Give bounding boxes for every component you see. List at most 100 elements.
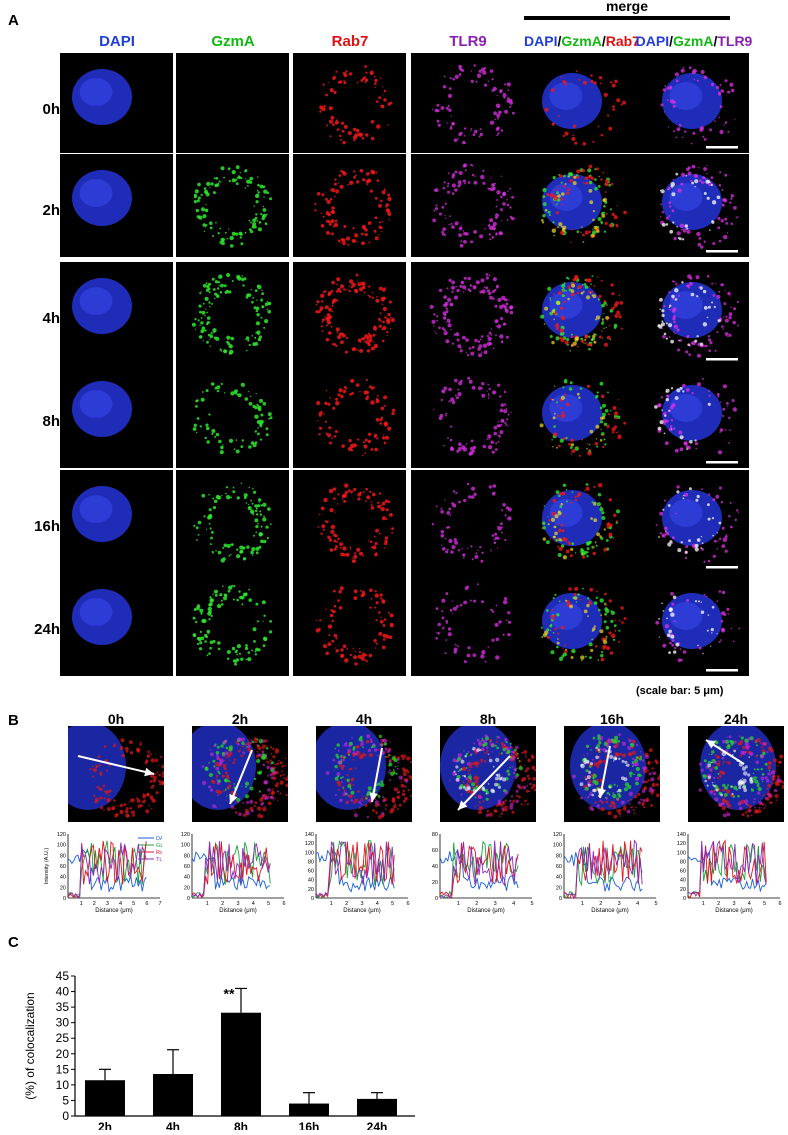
arrow-head xyxy=(369,792,378,802)
zoom-title-0h: 0h xyxy=(107,711,125,727)
y-tick-label: 20 xyxy=(308,887,314,893)
y-tick-label: 100 xyxy=(677,850,686,856)
y-tick-label: 80 xyxy=(60,853,66,859)
x-tick-label-4h: 4h xyxy=(166,1120,180,1130)
merge-title: merge xyxy=(605,0,649,14)
y-tick-label: 30 xyxy=(56,1016,70,1030)
x-tick-label: 4 xyxy=(512,901,515,907)
row-label-0h: 0h xyxy=(42,101,60,118)
colocalization-bar-chart: 0 5 10 15 20 25 30 35 40 45 (%) of colocalization 2… xyxy=(20,950,420,1135)
y-axis-label: (%) of colocalization xyxy=(23,992,37,1099)
y-tick-label: 40 xyxy=(60,875,66,881)
profile-line-dapi xyxy=(191,851,271,891)
micrograph-16h-rab7 xyxy=(293,470,406,573)
zoom-title-16h: 16h xyxy=(599,711,625,727)
column-header-tlr9: TLR9 xyxy=(449,33,487,50)
micrograph-4h-merge-rab7 xyxy=(524,262,637,365)
micrograph-16h-merge-rab7 xyxy=(524,470,637,573)
y-tick-label: 80 xyxy=(308,859,314,865)
y-tick-label: 15 xyxy=(56,1062,70,1076)
micrograph-2h-merge-tlr9 xyxy=(636,154,749,257)
x-tick-label-2h: 2h xyxy=(98,1120,112,1130)
y-tick-label: 120 xyxy=(181,832,190,838)
y-tick-label: 40 xyxy=(56,985,70,999)
zoom-image-2h xyxy=(192,726,288,822)
row-label-2h: 2h xyxy=(42,202,60,219)
x-axis-label: Distance (μm) xyxy=(591,908,628,914)
y-tick-label: 20 xyxy=(680,887,686,893)
y-tick-label: 140 xyxy=(305,832,314,838)
zoom-title-2h: 2h xyxy=(231,711,249,727)
bar-4h xyxy=(153,1074,193,1116)
y-tick-label: 40 xyxy=(308,878,314,884)
x-tick-label: 2 xyxy=(599,901,602,907)
profile-arrow xyxy=(371,747,383,803)
y-tick-label: 60 xyxy=(60,864,66,870)
y-tick-label: 20 xyxy=(432,880,438,886)
y-tick-label: 140 xyxy=(677,832,686,838)
x-tick-label: 5 xyxy=(132,901,135,907)
y-tick-label: 60 xyxy=(184,864,190,870)
intensity-profile-0h: 0 20 40 60 80 100 120 1 2 3 4 5 6 7 Distance (μm) Inten… xyxy=(38,818,172,919)
x-tick-label: 1 xyxy=(581,901,584,907)
y-tick-label: 5 xyxy=(62,1093,69,1107)
zoom-image-4h xyxy=(316,726,412,822)
column-header-rab7: Rab7 xyxy=(331,33,369,50)
x-tick-label: 4 xyxy=(252,901,255,907)
scale-bar xyxy=(706,566,738,569)
x-tick-label: 1 xyxy=(330,901,333,907)
micrograph-8h-merge-rab7 xyxy=(524,365,637,468)
y-tick-label: 80 xyxy=(680,859,686,865)
profile-line-rab7 xyxy=(191,841,271,899)
x-tick-label: 2 xyxy=(717,901,720,907)
micrograph-0h-rab7 xyxy=(293,53,406,153)
column-header-gzma: GzmA xyxy=(211,33,255,50)
y-tick-label: 20 xyxy=(60,885,66,891)
micrograph-0h-dapi xyxy=(60,53,173,153)
bar-8h xyxy=(221,1012,261,1116)
row-label-4h: 4h xyxy=(42,310,60,327)
micrograph-4h-gzma xyxy=(176,262,289,365)
x-tick-label: 1 xyxy=(457,901,460,907)
x-tick-label: 4 xyxy=(376,901,379,907)
row-label-8h: 8h xyxy=(42,413,60,430)
bar-2h xyxy=(85,1080,125,1116)
y-tick-label: 100 xyxy=(181,843,190,849)
column-header-dapi: DAPI xyxy=(99,33,135,50)
x-tick-label: 3 xyxy=(106,901,109,907)
intensity-profile-24h: 0 20 40 60 80 100 120 140 1 2 3 4 5 6 Distance (μm) xyxy=(658,818,782,919)
arrow-head xyxy=(229,794,238,804)
x-tick-label: 6 xyxy=(406,901,409,907)
y-tick-label: 0 xyxy=(311,896,314,902)
y-tick-label: 40 xyxy=(680,878,686,884)
y-tick-label: 25 xyxy=(56,1031,70,1045)
y-tick-label: 0 xyxy=(63,896,66,902)
x-tick-label: 1 xyxy=(206,901,209,907)
y-tick-label: 100 xyxy=(305,850,314,856)
x-tick-label: 3 xyxy=(494,901,497,907)
scale-bar xyxy=(706,250,738,253)
x-tick-label: 3 xyxy=(732,901,735,907)
y-tick-label: 100 xyxy=(57,843,66,849)
bar-24h xyxy=(357,1098,397,1116)
micrograph-24h-rab7 xyxy=(293,573,406,676)
y-tick-label: 0 xyxy=(559,896,562,902)
profile-line-tlr9 xyxy=(563,839,643,900)
row-label-24h: 24h xyxy=(34,621,60,638)
x-tick-label: 6 xyxy=(778,901,781,907)
micrograph-0h-merge-rab7 xyxy=(524,53,637,153)
scale-bar xyxy=(706,146,738,149)
zoom-image-16h xyxy=(564,726,660,822)
micrograph-2h-rab7 xyxy=(293,154,406,257)
micrograph-4h-dapi xyxy=(60,262,173,365)
y-tick-label: 40 xyxy=(556,875,562,881)
profile-line-gzma xyxy=(439,840,519,899)
micrograph-2h-merge-rab7 xyxy=(524,154,637,257)
x-tick-label: 5 xyxy=(267,901,270,907)
scale-bar xyxy=(706,358,738,361)
scale-bar xyxy=(706,461,738,464)
x-tick-label: 5 xyxy=(530,901,533,907)
micrograph-24h-merge-rab7 xyxy=(524,573,637,676)
x-tick-label: 2 xyxy=(93,901,96,907)
x-tick-label: 2 xyxy=(345,901,348,907)
